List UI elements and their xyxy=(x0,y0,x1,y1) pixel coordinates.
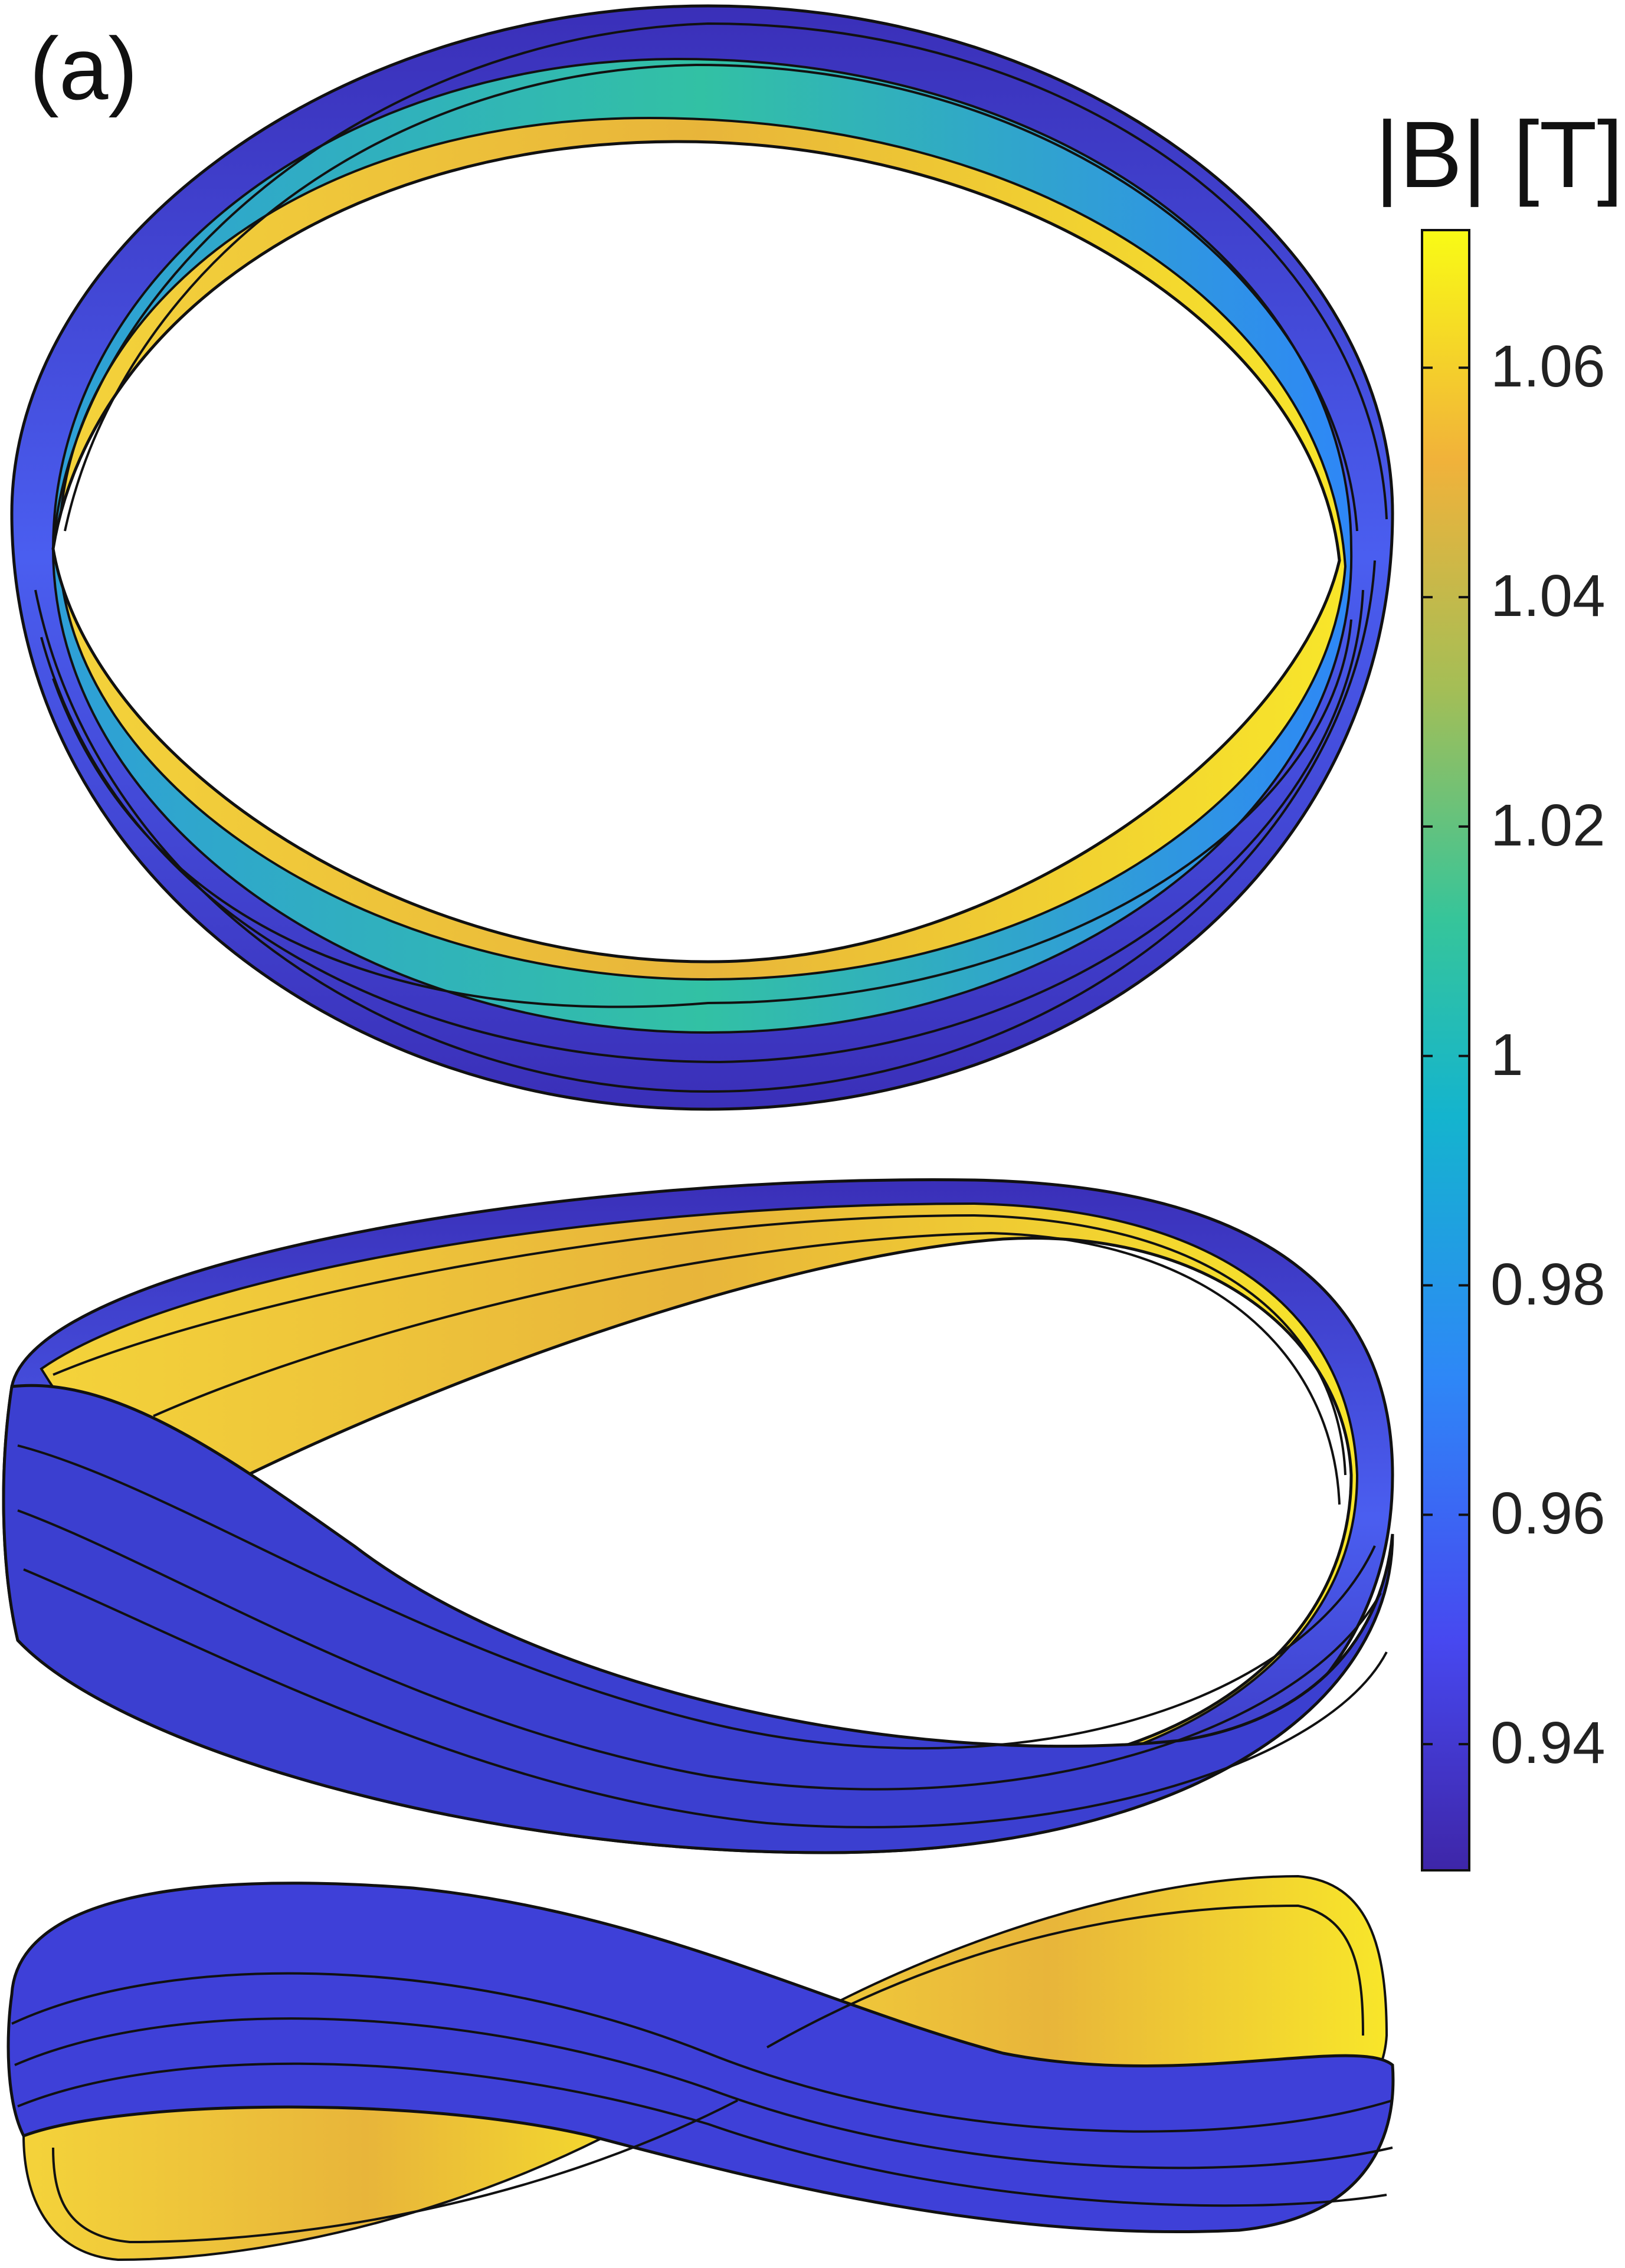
colorbar-tick-label: 1 xyxy=(1490,1021,1524,1088)
ring-oblique-front-band xyxy=(2,1384,1394,1854)
panel-label: (a) xyxy=(30,19,138,118)
colorbar-title: |B| [T] xyxy=(1375,101,1623,207)
ring-top-field-lines xyxy=(34,22,1388,1093)
colorbar-gradient xyxy=(1421,229,1470,1872)
colorbar-tick-label: 0.96 xyxy=(1490,1480,1606,1547)
ring-top-view xyxy=(10,4,1394,1111)
colorbar-tick-label: 1.06 xyxy=(1490,333,1606,400)
colorbar-tick-label: 0.98 xyxy=(1490,1251,1606,1317)
ring-top-hole xyxy=(51,140,1341,963)
colorbar xyxy=(1421,229,1470,1872)
colorbar-tick-label: 0.94 xyxy=(1490,1710,1606,1777)
ring-oblique-view xyxy=(2,1178,1394,1854)
colorbar-tick-marks xyxy=(1422,366,1469,1746)
ring-oblique-field-lines xyxy=(17,1214,1388,1828)
ring-side-view xyxy=(6,1874,1395,2262)
colorbar-tick-label: 1.04 xyxy=(1490,563,1606,630)
ring-side-field-lines xyxy=(11,1904,1393,2244)
ring-side-blue-band xyxy=(6,1882,1395,2234)
colorbar-tick-label: 1.02 xyxy=(1490,792,1606,858)
